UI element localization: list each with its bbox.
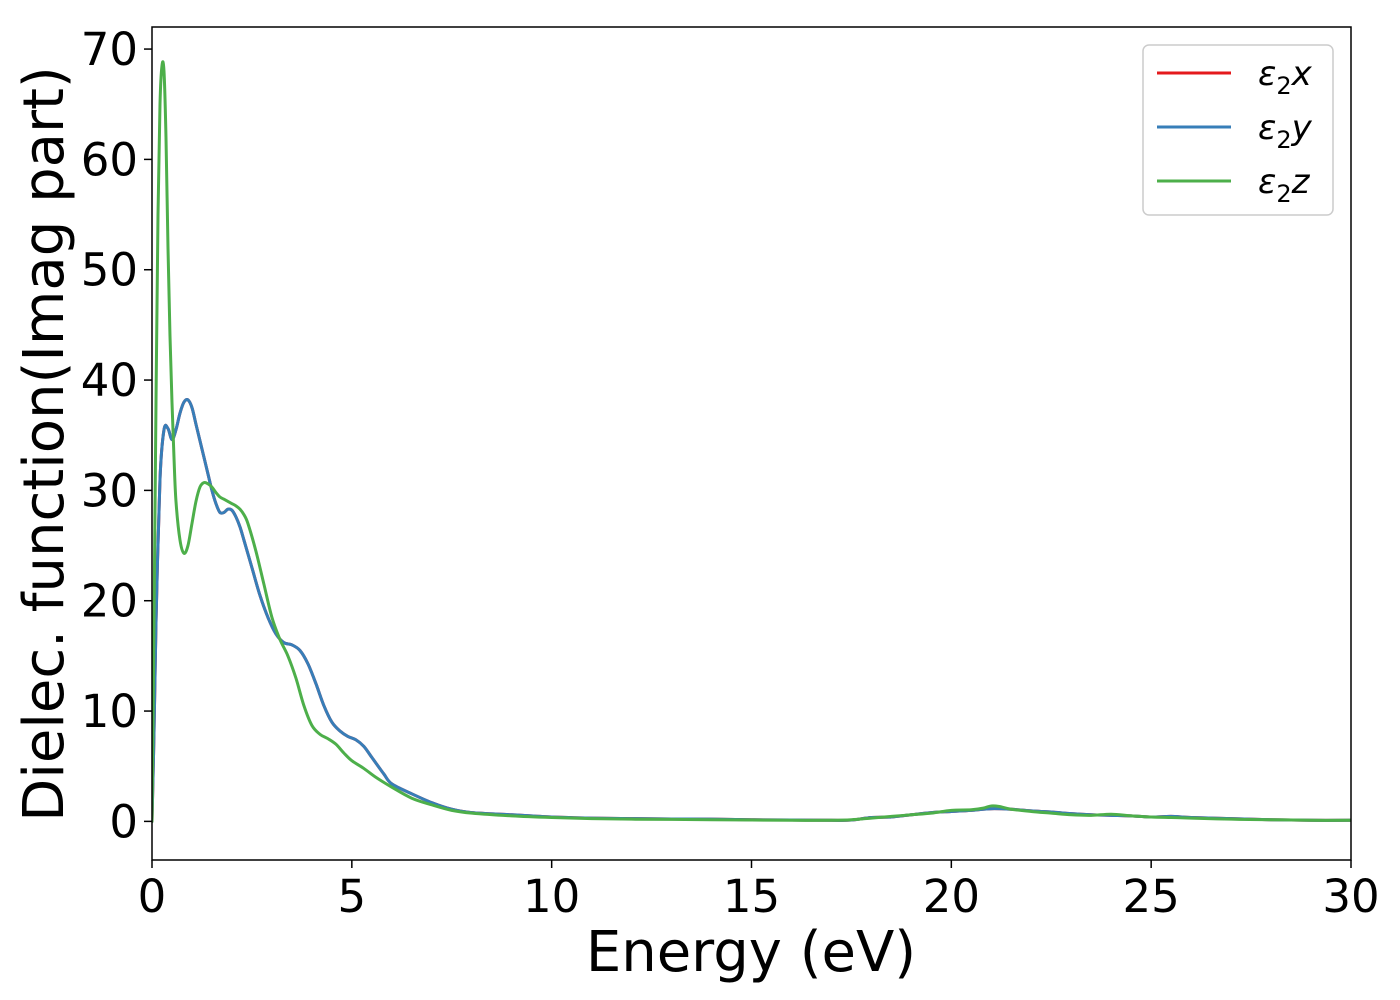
y-axis-label: Dielec. function(Imag part): [12, 66, 77, 822]
y-tick-label: 0: [109, 795, 138, 848]
y-tick-label: 30: [81, 464, 138, 517]
legend-label-y: ε2y: [1258, 108, 1313, 154]
legend-suffix: y: [1291, 108, 1313, 148]
legend-subscript: 2: [1276, 180, 1291, 208]
legend-base: ε: [1258, 162, 1276, 202]
legend-suffix: z: [1291, 162, 1311, 202]
series-line-z: [152, 60, 1351, 823]
series-layer: [152, 60, 1351, 823]
x-tick-label: 15: [723, 870, 780, 923]
x-axis-label: Energy (eV): [586, 920, 916, 985]
x-tick-label: 10: [523, 870, 580, 923]
legend-subscript: 2: [1276, 72, 1291, 100]
legend-suffix: x: [1291, 54, 1313, 94]
x-tick-label: 30: [1322, 870, 1379, 923]
legend-box: [1142, 44, 1334, 216]
y-tick-label: 60: [81, 133, 138, 186]
legend-label-z: ε2z: [1258, 162, 1311, 208]
x-axis: 0 5 10 15 20 25 30: [138, 860, 1380, 923]
legend-label-x: ε2x: [1258, 54, 1313, 100]
x-tick-label: 5: [338, 870, 367, 923]
y-tick-label: 50: [81, 244, 138, 297]
legend-subscript: 2: [1276, 126, 1291, 154]
x-tick-label: 20: [923, 870, 980, 923]
y-axis: 0 10 20 30 40 50 60 70: [81, 23, 152, 848]
y-tick-label: 10: [81, 685, 138, 738]
x-tick-label: 25: [1123, 870, 1180, 923]
x-tick-label: 0: [138, 870, 167, 923]
legend-base: ε: [1258, 54, 1276, 94]
y-tick-label: 20: [81, 575, 138, 628]
y-tick-label: 40: [81, 354, 138, 407]
legend-base: ε: [1258, 108, 1276, 148]
y-tick-label: 70: [81, 23, 138, 76]
